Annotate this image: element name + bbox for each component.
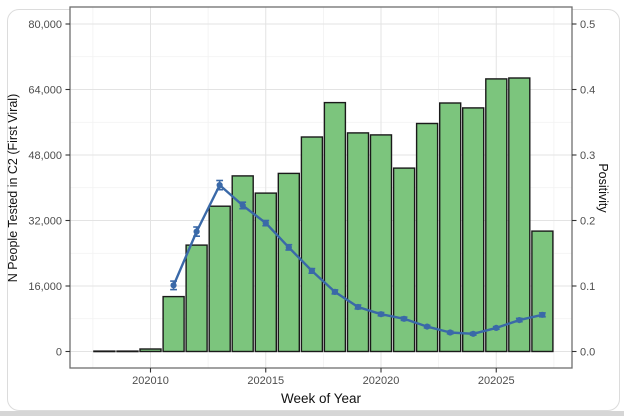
line-point — [354, 303, 362, 311]
positivity-line-series — [170, 179, 546, 337]
bar — [162, 295, 185, 353]
bar — [254, 192, 278, 353]
right-tick-label: 0.4 — [580, 84, 595, 96]
left-axis-ticks: 0 16,000 32,000 48,000 64,000 80,000 — [28, 19, 70, 358]
bar — [531, 230, 554, 353]
bar — [508, 77, 531, 353]
bar — [93, 350, 116, 353]
right-axis-ticks: 0.0 0.1 0.2 0.3 0.4 0.5 — [572, 19, 595, 358]
line-point — [216, 182, 223, 189]
line-point — [285, 244, 292, 251]
bar — [392, 167, 416, 353]
line-point — [170, 282, 177, 289]
line-point — [424, 323, 431, 330]
bar — [346, 132, 370, 353]
bar — [116, 350, 139, 353]
x-tick-label: 202025 — [478, 375, 515, 387]
bar — [208, 205, 231, 353]
line-point — [193, 228, 200, 235]
line-point — [493, 324, 500, 331]
bar-series — [93, 77, 554, 353]
bar — [485, 78, 508, 353]
left-y-axis-title: N People Tested in C2 (First Viral) — [6, 93, 20, 283]
bar — [300, 136, 324, 353]
line-point — [262, 220, 269, 227]
bar — [323, 101, 347, 353]
left-tick-label: 0 — [56, 346, 62, 358]
x-tick-label: 202010 — [132, 375, 169, 387]
bar — [462, 107, 485, 353]
line-point — [400, 315, 408, 322]
x-axis-ticks: 202010 202015 202020 202025 — [132, 368, 515, 387]
line-point — [377, 311, 385, 318]
line-point — [516, 317, 523, 324]
line-point — [447, 329, 454, 336]
line-point — [331, 288, 338, 295]
bar — [185, 244, 208, 353]
x-axis-title: Week of Year — [280, 391, 362, 406]
line-point — [239, 202, 246, 209]
left-tick-label: 16,000 — [28, 281, 62, 293]
right-tick-label: 0.3 — [580, 150, 595, 162]
page-bottom-strip — [0, 411, 624, 416]
bar — [415, 122, 439, 353]
right-y-axis-title: Positivity — [596, 163, 610, 213]
left-tick-label: 32,000 — [28, 215, 62, 227]
right-tick-label: 0.2 — [580, 215, 595, 227]
bar — [439, 102, 462, 353]
right-tick-label: 0.0 — [580, 346, 595, 358]
bar — [231, 175, 254, 353]
right-tick-label: 0.1 — [580, 281, 595, 293]
left-tick-label: 48,000 — [28, 150, 62, 162]
bar — [139, 348, 162, 353]
right-tick-label: 0.5 — [580, 19, 595, 31]
bar — [277, 172, 300, 353]
x-tick-label: 202015 — [247, 375, 284, 387]
line-point — [470, 330, 477, 337]
line-point — [308, 267, 315, 274]
panel-border — [69, 6, 573, 369]
left-tick-label: 80,000 — [28, 19, 62, 31]
bar — [369, 134, 393, 353]
x-tick-label: 202020 — [363, 375, 400, 387]
left-tick-label: 64,000 — [28, 84, 62, 96]
line-point — [539, 311, 546, 318]
